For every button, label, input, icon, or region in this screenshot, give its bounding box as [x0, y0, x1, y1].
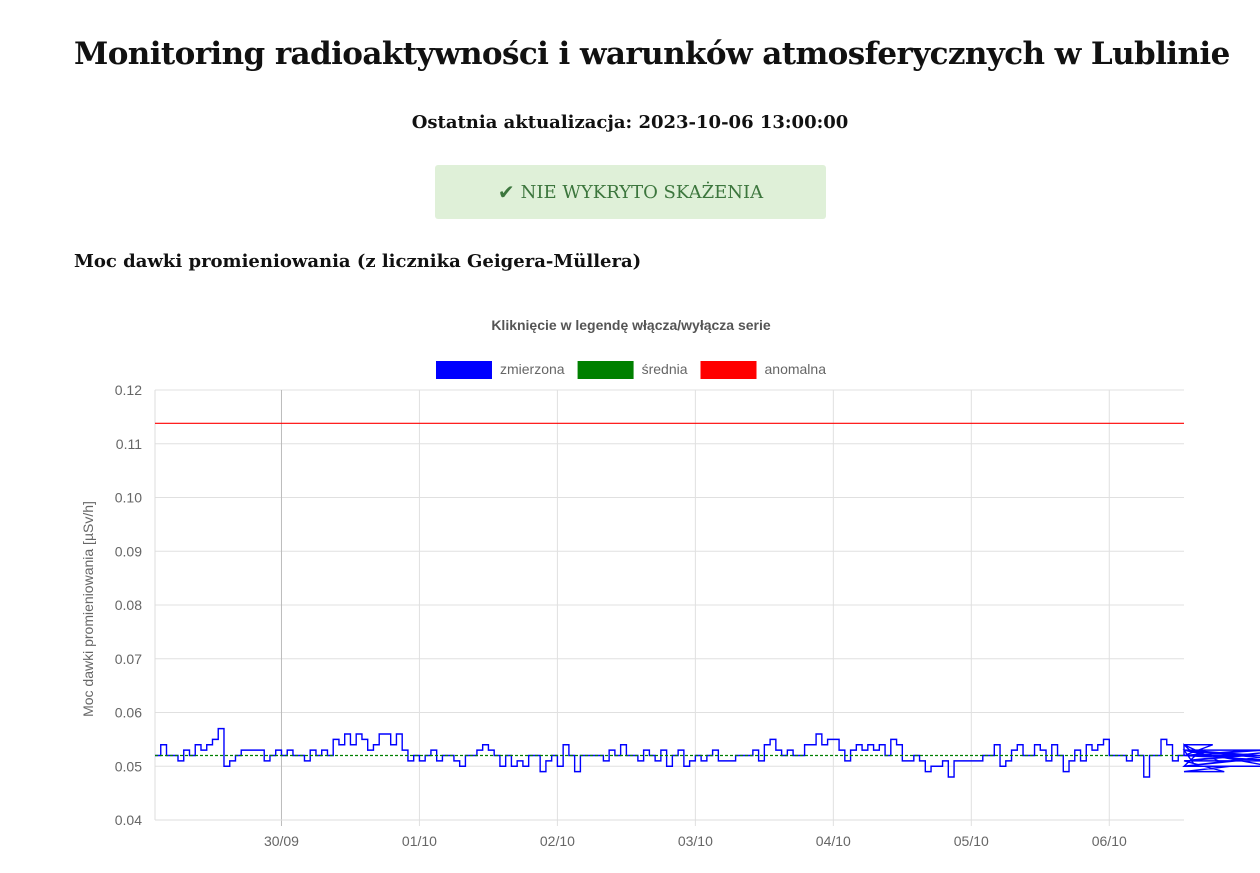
series-zmierzona-line — [155, 727, 1260, 778]
chart-series — [155, 422, 1260, 778]
status-badge: ✔ NIE WYKRYTO SKAŻENIA — [435, 165, 826, 219]
y-tick-label: 0.07 — [115, 651, 142, 667]
last-update-text: Ostatnia aktualizacja: 2023-10-06 13:00:… — [411, 112, 849, 133]
y-tick-label: 0.04 — [115, 812, 142, 828]
x-tick-label: 01/10 — [402, 833, 437, 849]
x-tick-label: 05/10 — [954, 833, 989, 849]
legend-swatch — [435, 361, 492, 379]
x-tick-label: 04/10 — [816, 833, 851, 849]
check-icon: ✔ — [497, 180, 515, 204]
section-title: Moc dawki promieniowania (z licznika Gei… — [74, 251, 642, 272]
y-axis-label: Moc dawki promieniowania [µSv/h] — [80, 501, 96, 717]
chart-axes: 0.04 0.05 0.06 0.07 0.08 0.09 0.10 0.11 0.12 30/0… — [115, 382, 1184, 849]
legend-swatch — [577, 361, 634, 379]
legend-label: anomalna — [765, 361, 827, 377]
x-tick-label: 02/10 — [540, 833, 575, 849]
y-tick-label: 0.09 — [115, 543, 142, 559]
chart-legend: zmierzona średnia anomalna — [435, 361, 827, 379]
chart-title: Kliknięcie w legendę włącza/wyłącza seri… — [491, 317, 771, 333]
chart-grid — [155, 389, 1184, 826]
y-tick-label: 0.10 — [115, 490, 142, 506]
page-title: Monitoring radioaktywności i warunków at… — [74, 36, 1230, 72]
x-tick-label: 30/09 — [264, 833, 299, 849]
legend-item[interactable]: zmierzona — [435, 361, 565, 379]
legend-label: zmierzona — [500, 361, 565, 377]
legend-label: średnia — [642, 361, 688, 377]
x-tick-label: 03/10 — [678, 833, 713, 849]
x-tick-label: 06/10 — [1092, 833, 1127, 849]
radiation-chart: Kliknięcie w legendę włącza/wyłącza seri… — [80, 317, 1260, 849]
legend-swatch — [700, 361, 757, 379]
y-tick-label: 0.08 — [115, 597, 142, 613]
y-tick-label: 0.06 — [115, 705, 142, 721]
status-label: NIE WYKRYTO SKAŻENIA — [520, 181, 764, 203]
legend-item[interactable]: średnia — [577, 361, 688, 379]
legend-item[interactable]: anomalna — [700, 361, 827, 379]
y-tick-label: 0.11 — [116, 436, 142, 452]
y-tick-label: 0.05 — [115, 758, 142, 774]
y-tick-label: 0.12 — [115, 382, 142, 398]
